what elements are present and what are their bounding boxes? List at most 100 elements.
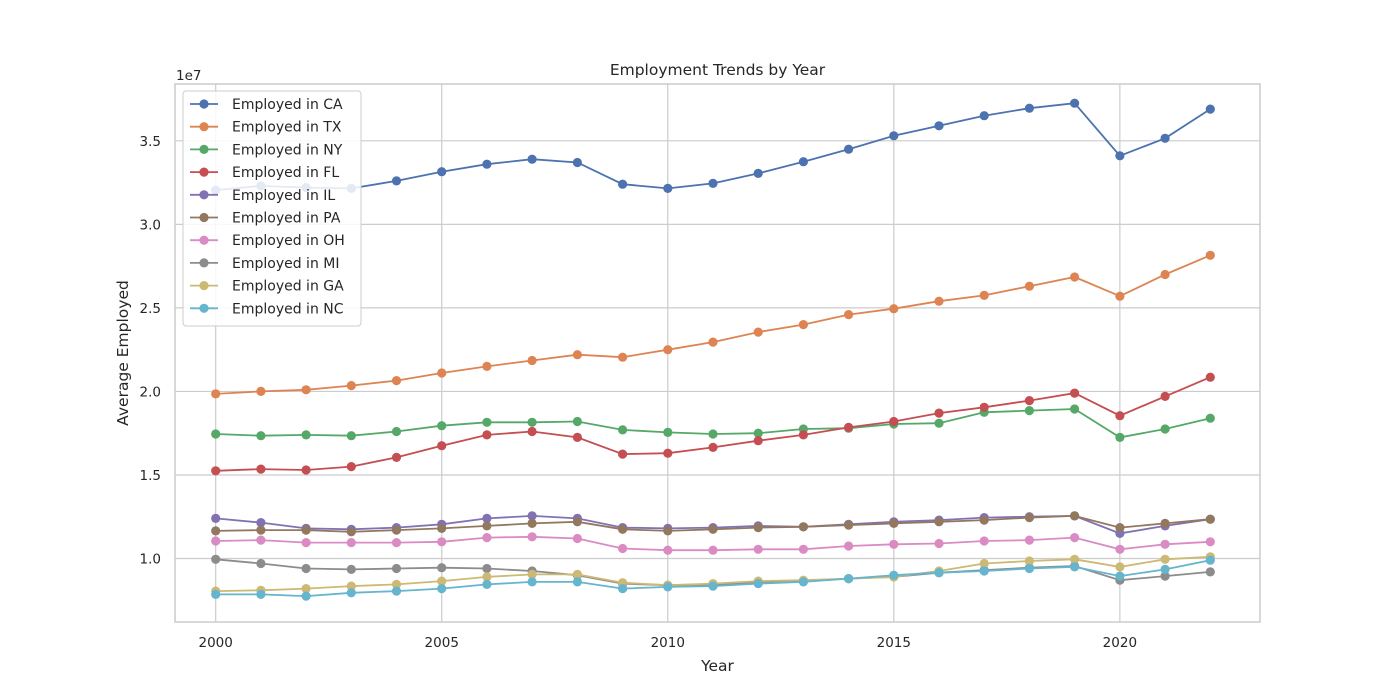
data-point [1070, 554, 1080, 564]
data-point [391, 586, 402, 596]
data-point [482, 361, 492, 371]
data-point [934, 121, 944, 131]
data-point [1205, 555, 1215, 565]
data-point [437, 368, 447, 378]
data-point [753, 523, 763, 533]
data-point [437, 576, 447, 586]
x-axis-label: Year [700, 657, 734, 675]
data-point [1024, 513, 1034, 523]
legend-item: Employed in NC [190, 301, 344, 317]
data-point [1115, 523, 1125, 533]
data-point [934, 538, 944, 549]
y-tick-label: 3.0 [140, 217, 161, 233]
x-tick-label: 2020 [1103, 635, 1137, 651]
data-point [211, 526, 221, 536]
legend-label: Employed in NY [232, 142, 343, 158]
x-tick-label: 2010 [651, 635, 685, 651]
legend-label: Employed in NC [232, 301, 344, 317]
data-point [1070, 404, 1080, 414]
data-point [1024, 406, 1034, 416]
data-point [1115, 571, 1125, 581]
legend-item: Employed in NY [190, 142, 343, 158]
data-point [1160, 554, 1170, 564]
data-point [346, 538, 356, 548]
data-point [798, 522, 809, 532]
legend-marker [199, 122, 209, 132]
data-point [708, 337, 718, 347]
data-point [391, 538, 402, 548]
data-point [211, 589, 221, 600]
data-point [437, 584, 447, 594]
data-point [1115, 544, 1125, 554]
data-point [301, 430, 311, 440]
data-point [301, 591, 311, 601]
data-point [889, 131, 899, 141]
data-point [256, 386, 266, 396]
data-point [572, 416, 583, 427]
data-point [663, 526, 673, 536]
legend-marker [199, 212, 209, 223]
series-group [211, 555, 1215, 601]
data-point [256, 589, 266, 600]
data-point [482, 572, 492, 582]
data-point [934, 408, 944, 418]
data-point [301, 385, 311, 395]
data-point [391, 452, 402, 462]
data-point [527, 577, 537, 587]
data-point [934, 517, 944, 527]
data-point [346, 588, 356, 598]
data-point [1070, 98, 1080, 108]
data-point [798, 157, 809, 167]
data-point [889, 539, 899, 549]
legend-item: Employed in GA [190, 279, 344, 295]
series-group [211, 532, 1215, 555]
data-point [346, 431, 356, 441]
x-tick-label: 2015 [877, 635, 911, 651]
legend-item: Employed in OH [190, 233, 345, 249]
data-point [1205, 567, 1215, 577]
data-point [1115, 432, 1125, 442]
data-point [482, 430, 492, 440]
data-point [798, 430, 809, 440]
data-point [979, 566, 989, 576]
data-point [1160, 269, 1170, 280]
data-point [211, 513, 221, 524]
data-point [211, 429, 221, 439]
legend-label: Employed in OH [232, 233, 345, 249]
data-point [301, 525, 311, 535]
data-point [889, 570, 899, 580]
data-point [527, 518, 537, 529]
data-point [437, 523, 447, 534]
data-point [301, 584, 311, 594]
data-point [482, 159, 492, 169]
series-group [211, 250, 1215, 399]
data-point [572, 517, 583, 527]
data-point [708, 178, 718, 188]
plot-frame [174, 83, 1261, 623]
data-point [256, 535, 266, 545]
data-point [753, 579, 763, 589]
data-point [482, 533, 492, 543]
data-point [527, 532, 537, 542]
data-point [618, 584, 628, 594]
data-point [798, 320, 809, 330]
data-point [798, 577, 809, 587]
legend-label: Employed in MI [232, 256, 339, 272]
legend-item: Employed in IL [190, 188, 335, 204]
data-point [437, 537, 447, 547]
data-point [482, 513, 492, 524]
data-point [1115, 562, 1125, 572]
data-point [391, 376, 402, 386]
legend-label: Employed in FL [232, 165, 339, 181]
data-point [572, 569, 583, 580]
legend-label: Employed in CA [232, 97, 343, 113]
data-point [437, 167, 447, 177]
legend-marker [199, 144, 209, 154]
legend-item: Employed in MI [190, 256, 339, 272]
data-point [708, 524, 718, 534]
legend-label: Employed in GA [232, 279, 344, 295]
data-point [346, 462, 356, 472]
legend-box [182, 90, 362, 327]
tick-labels: 2000 2005 2010 2015 2020 1.0 1.5 2.0 2.5 3.0 3.5 [140, 134, 1138, 651]
data-point [1205, 104, 1215, 114]
